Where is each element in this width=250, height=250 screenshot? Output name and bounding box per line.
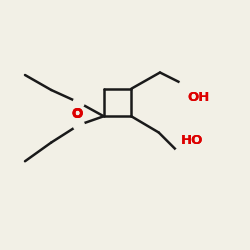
Text: O: O bbox=[72, 108, 83, 120]
Circle shape bbox=[180, 80, 190, 90]
Text: HO: HO bbox=[181, 134, 204, 147]
Text: O: O bbox=[72, 107, 83, 120]
Text: HO: HO bbox=[181, 134, 204, 147]
Text: O: O bbox=[72, 107, 83, 120]
Text: OH: OH bbox=[188, 91, 210, 104]
Text: OH: OH bbox=[188, 91, 210, 104]
Text: O: O bbox=[72, 108, 83, 120]
Circle shape bbox=[174, 148, 186, 159]
Circle shape bbox=[73, 120, 84, 130]
Circle shape bbox=[73, 97, 84, 108]
